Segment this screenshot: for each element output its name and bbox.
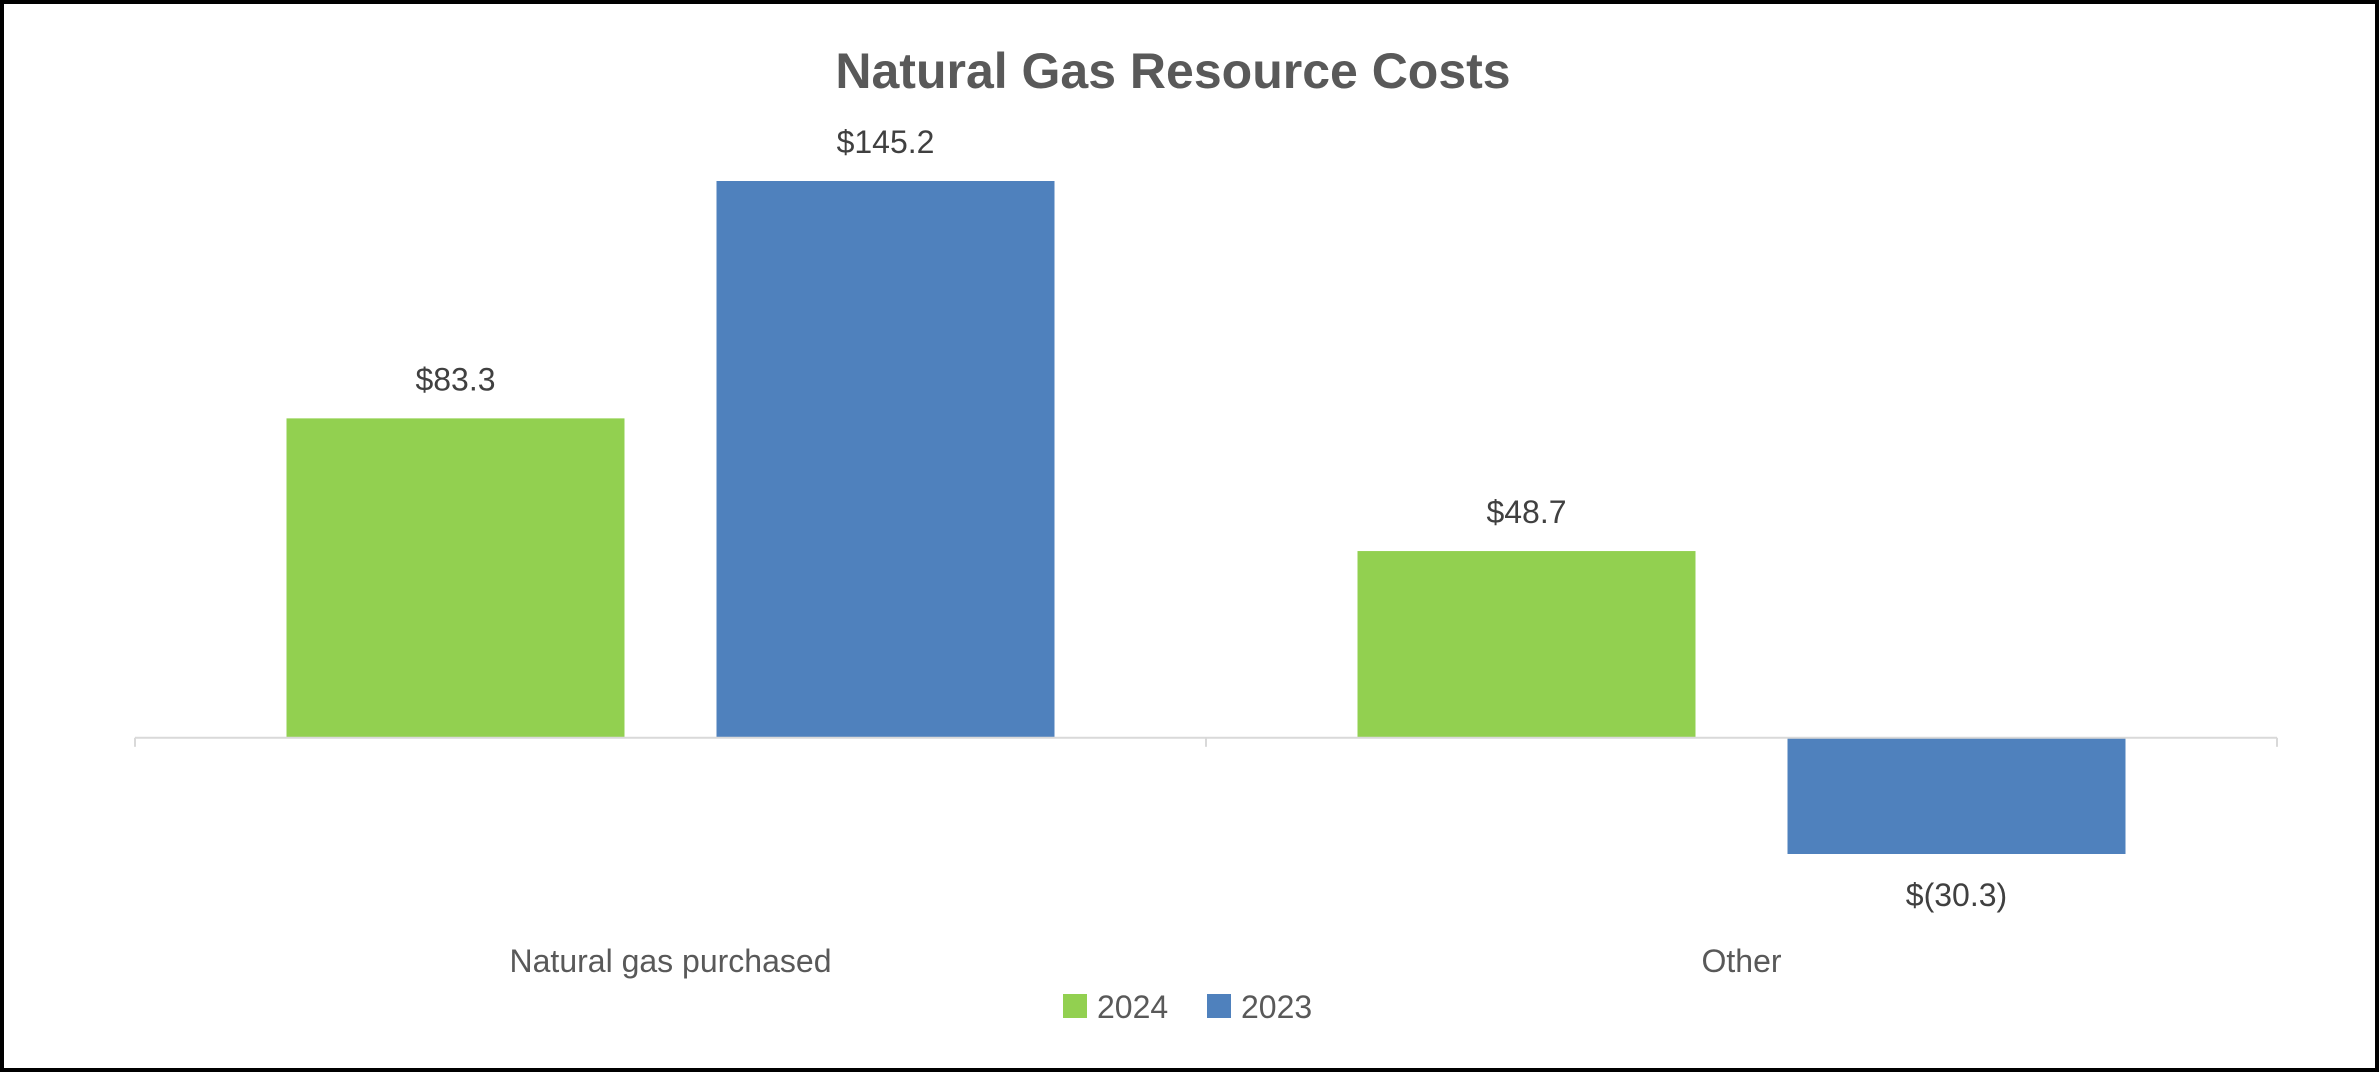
data-label-2023-1: $145.2 [837,124,935,160]
bar-2024-2 [1357,551,1696,738]
legend-swatch-2024 [1063,994,1087,1018]
chart-title: Natural Gas Resource Costs [835,43,1510,99]
legend-label-2023: 2023 [1241,989,1312,1025]
legend-swatch-2023 [1207,994,1231,1018]
data-label-2024-2: $48.7 [1486,494,1566,530]
legend-label-2024: 2024 [1097,989,1168,1025]
data-label-2023-2: $(30.3) [1906,877,2007,913]
bar-2023-1 [716,181,1055,738]
data-label-2024-1: $83.3 [415,361,495,397]
category-label: Natural gas purchased [510,943,832,979]
bar-2023-2 [1787,737,2126,854]
legend: 2024 2023 [1063,989,1312,1025]
category-label: Other [1701,943,1781,979]
bar-2024-1 [286,418,625,738]
